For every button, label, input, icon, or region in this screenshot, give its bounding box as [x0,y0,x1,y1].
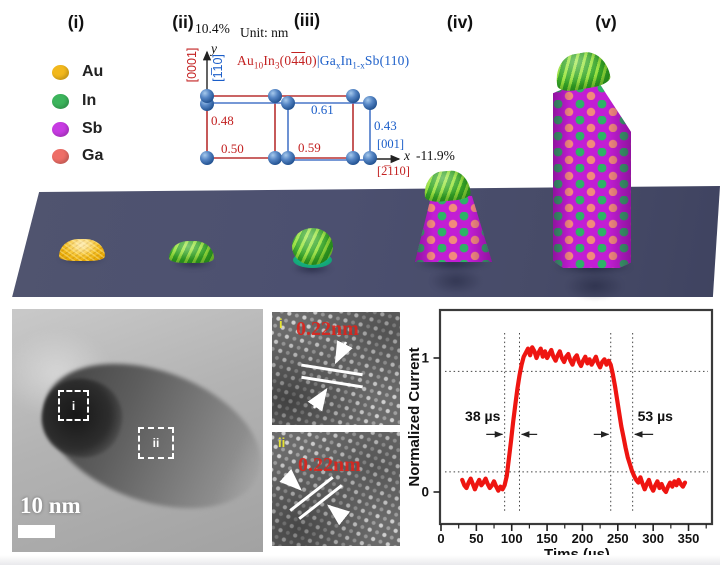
svg-text:250: 250 [607,531,629,546]
reflection-stage-v [566,272,624,300]
legend-item-sb: Sb [52,118,102,140]
mismatch-right-label: -11.9% [416,148,455,163]
sb-color-dot [52,121,69,137]
svg-text:38 µs: 38 µs [465,408,501,424]
hrtem-spacing-ii: 0.22nm [298,454,361,476]
svg-text:100: 100 [501,531,523,546]
mismatch-top-label: 10.4% [195,21,230,36]
tem-roi-label-i: i [71,398,76,413]
x-arrow-label: x [404,148,410,163]
hrtem-label-i: i [279,316,283,331]
nanostructure-stage-ii-auin-droplet [169,241,214,263]
dim-0.59: 0.59 [298,140,321,155]
current-chart: 05010015020025030035001Tims (µs)Normaliz… [406,308,714,563]
hrtem-marker-i [301,340,363,412]
scalebar-label: 10 nm [20,493,81,518]
hrtem-label-ii: ii [278,435,286,450]
svg-text:53 µs: 53 µs [638,408,674,424]
reflection-stage-iv [430,268,482,294]
x-axis-label-red: [2̅110] [377,164,410,178]
svg-text:200: 200 [572,531,594,546]
interface-formula: Au10In3(0440)|GaxIn1-xSb(110) [237,53,410,71]
dim-0.61: 0.61 [311,102,334,117]
x-axis-label-blue: [001] [377,137,405,151]
ga-color-dot [52,148,69,164]
stage-label-iii: (iii) [293,10,321,30]
unit-label: Unit: nm [240,25,289,40]
nanostructure-stage-v-nanowire-body [553,84,631,268]
legend-label: Au [82,63,104,80]
nanostructure-stage-i-au-droplet [59,239,105,261]
lattice-diagram [200,50,401,165]
stage-v-catalyst-cap [552,48,612,94]
svg-text:0: 0 [421,485,429,500]
svg-text:Normalized Current: Normalized Current [406,347,423,486]
y-arrow-label: y [211,41,217,56]
y-axis-label-red: [0001] [185,47,199,83]
stage-label-v: (v) [595,12,617,32]
lattice-atoms [200,89,377,165]
legend-label: Sb [82,120,103,137]
shadow-stage-ii [172,258,214,269]
svg-text:150: 150 [536,531,558,546]
nanostructure-stage-iii-alloy-ball [292,228,333,265]
stage-label-iv: (iv) [446,12,474,32]
dim-0.50: 0.50 [221,141,244,156]
svg-text:50: 50 [469,531,483,546]
svg-text:1: 1 [421,351,429,366]
legend-item-au: Au [52,61,103,83]
svg-text:350: 350 [678,531,700,546]
legend-label: In [82,92,97,109]
tem-image-panel: i ii 10 nm [12,309,263,552]
cropped-caption-strip [0,555,720,565]
tem-roi-box-i: i [58,390,89,421]
svg-text:0: 0 [437,531,444,546]
au-color-dot [52,64,69,80]
tem-roi-label-ii: ii [152,436,160,450]
dim-0.43: 0.43 [374,118,397,133]
hrtem-spacing-i: 0.22nm [296,318,359,340]
hrtem-vignette-i [272,312,400,425]
in-color-dot [52,93,69,109]
scalebar [18,525,55,538]
hrtem-panel-i: i 0.22nm [272,312,400,425]
legend-label: Ga [82,147,104,164]
tem-roi-box-ii: ii [138,427,174,459]
stage-label-ii: (ii) [172,12,194,32]
dim-0.48: 0.48 [211,113,234,128]
legend-item-in: In [52,90,96,112]
svg-text:300: 300 [642,531,664,546]
hrtem-marker-ii [279,468,351,526]
legend-item-ga: Ga [52,145,103,167]
hrtem-panel-ii: ii 0.22nm [272,432,400,546]
stage-label-i: (i) [67,12,85,32]
